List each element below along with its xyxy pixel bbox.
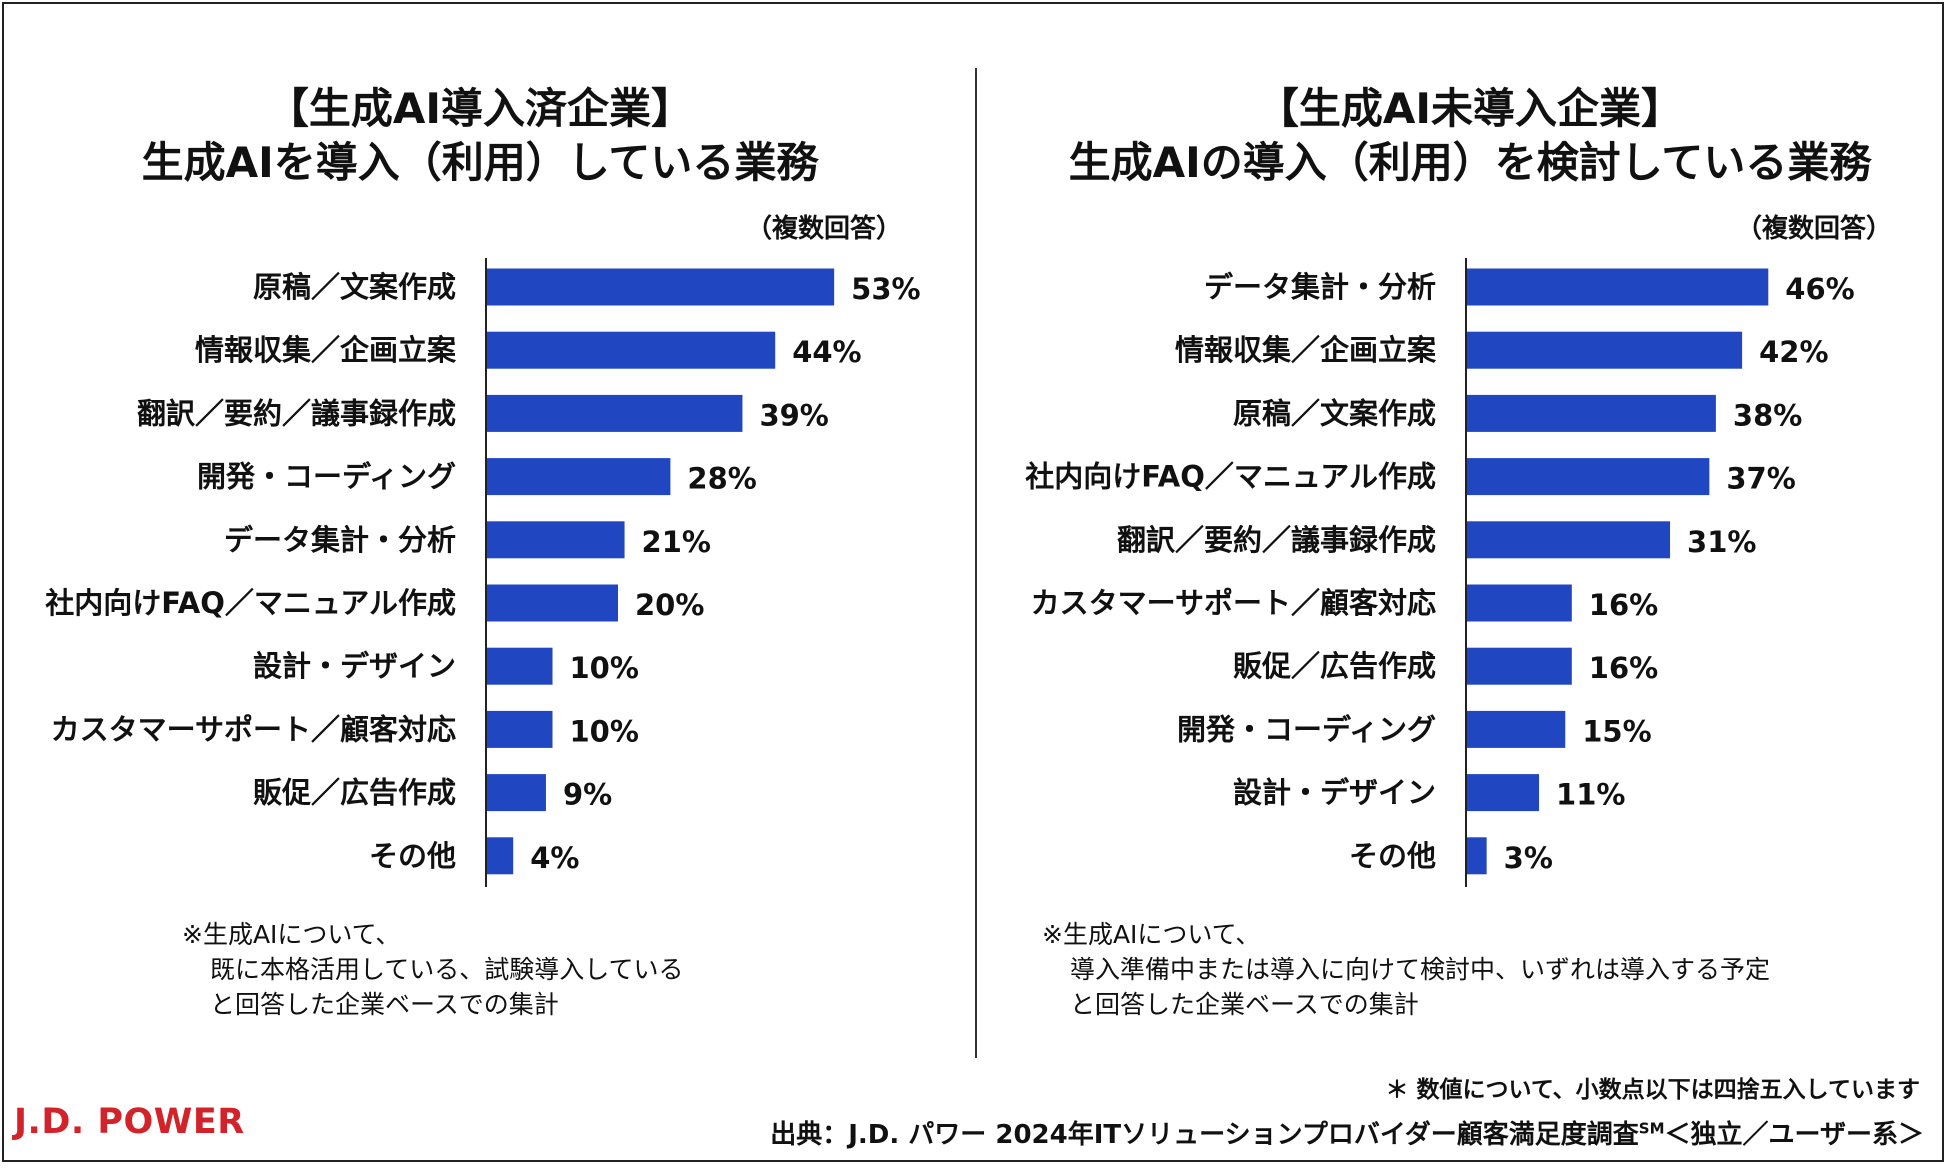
left-footnote: ※生成AIについて、 既に本格活用している、試験導入している と回答した企業ベー… [182, 917, 684, 1022]
left-title-line1: 【生成AI導入済企業】 [266, 84, 694, 133]
right-category-label: その他 [1349, 839, 1436, 873]
left-category-label: 翻訳／要約／議事録作成 [137, 396, 456, 430]
left-value-label: 20% [635, 588, 704, 622]
right-bar [1467, 584, 1572, 622]
left-footnote-line3: と回答した企業ベースでの集計 [210, 990, 559, 1019]
right-bar [1467, 394, 1716, 432]
source-superscript: SM [1638, 1119, 1665, 1138]
right-multi-answer-note: （複数回答） [1735, 214, 1892, 244]
right-bar [1467, 521, 1671, 559]
left-category-label: カスタマーサポート／顧客対応 [51, 712, 456, 746]
left-bar [487, 521, 625, 559]
left-bar [487, 458, 671, 496]
right-value-label: 16% [1589, 588, 1658, 622]
right-footnote-line2: 導入準備中または導入に向けて検討中、いずれは導入する予定 [1070, 955, 1771, 984]
right-bar [1467, 458, 1710, 496]
left-footnote-line1: ※生成AIについて、 [182, 920, 401, 949]
right-title-line1: 【生成AI未導入企業】 [1256, 84, 1684, 133]
left-category-label: 原稿／文案作成 [253, 270, 456, 304]
left-value-label: 39% [759, 398, 828, 432]
right-value-label: 31% [1687, 525, 1756, 559]
right-category-label: 開発・コーディング [1177, 712, 1436, 746]
right-value-label: 16% [1589, 651, 1658, 685]
jd-power-logo: J.D. POWER [14, 1102, 245, 1142]
source-text: 出典：J.D. パワー 2024年ITソリューションプロバイダー顧客満足度調査 [770, 1120, 1639, 1150]
right-bar [1467, 710, 1566, 748]
right-category-label: 販促／広告作成 [1233, 649, 1436, 683]
right-value-label: 11% [1556, 778, 1625, 812]
source-citation: 出典：J.D. パワー 2024年ITソリューションプロバイダー顧客満足度調査S… [770, 1114, 1924, 1151]
panel-divider [975, 68, 977, 1058]
left-bar [487, 774, 546, 812]
right-value-label: 46% [1785, 272, 1854, 306]
rounding-note: ＊ 数値について、小数点以下は四捨五入しています [1385, 1077, 1920, 1103]
right-category-label: 原稿／文案作成 [1233, 396, 1436, 430]
right-footnote-line1: ※生成AIについて、 [1042, 920, 1261, 949]
right-value-label: 37% [1726, 462, 1795, 496]
left-value-label: 4% [530, 841, 579, 875]
right-category-label: 翻訳／要約／議事録作成 [1117, 523, 1436, 557]
left-category-label: 開発・コーディング [197, 460, 456, 494]
right-category-label: 情報収集／企画立案 [1175, 333, 1437, 367]
left-multi-answer-note: （複数回答） [745, 214, 902, 244]
right-bar [1467, 647, 1572, 685]
left-category-label: 設計・デザイン [253, 649, 456, 683]
source-suffix: ＜独立／ユーザー系＞ [1664, 1120, 1924, 1150]
left-category-label: 社内向けFAQ／マニュアル作成 [45, 586, 456, 620]
left-category-label: 情報収集／企画立案 [195, 333, 457, 367]
left-bar [487, 710, 553, 748]
right-value-label: 42% [1759, 335, 1828, 369]
left-value-label: 44% [792, 335, 861, 369]
right-footnote: ※生成AIについて、 導入準備中または導入に向けて検討中、いずれは導入する予定 … [1042, 917, 1770, 1022]
right-title-line2: 生成AIの導入（利用）を検討している業務 [1068, 138, 1872, 187]
left-value-label: 10% [570, 714, 639, 748]
left-bar-chart: 原稿／文案作成 53% 情報収集／企画立案 44% 翻訳／要約／議事録作成 39% 開発・コ… [45, 258, 921, 887]
left-category-label: その他 [369, 839, 456, 873]
right-category-label: 社内向けFAQ／マニュアル作成 [1025, 460, 1436, 494]
left-value-label: 10% [570, 651, 639, 685]
right-category-label: カスタマーサポート／顧客対応 [1031, 586, 1436, 620]
left-value-label: 21% [642, 525, 711, 559]
right-footnote-line3: と回答した企業ベースでの集計 [1070, 990, 1419, 1019]
left-bar [487, 584, 618, 622]
left-bar [487, 394, 743, 432]
left-bar [487, 837, 514, 875]
left-category-label: データ集計・分析 [224, 523, 456, 557]
right-category-label: データ集計・分析 [1204, 270, 1436, 304]
right-bar-chart: データ集計・分析 46% 情報収集／企画立案 42% 原稿／文案作成 38% 社内向けFAQ… [1025, 258, 1855, 887]
left-footnote-line2: 既に本格活用している、試験導入している [210, 955, 684, 984]
left-bar [487, 268, 835, 306]
left-title-line2: 生成AIを導入（利用）している業務 [141, 138, 819, 187]
right-bar [1467, 837, 1487, 875]
right-value-label: 38% [1733, 398, 1802, 432]
right-value-label: 15% [1582, 714, 1651, 748]
left-bar [487, 647, 553, 685]
right-value-label: 3% [1504, 841, 1553, 875]
left-category-label: 販促／広告作成 [253, 776, 456, 810]
left-value-label: 9% [563, 778, 612, 812]
right-bar [1467, 268, 1769, 306]
left-value-label: 53% [851, 272, 920, 306]
right-category-label: 設計・デザイン [1233, 776, 1436, 810]
left-value-label: 28% [687, 462, 756, 496]
right-bar [1467, 331, 1743, 369]
right-bar [1467, 774, 1540, 812]
left-bar [487, 331, 776, 369]
